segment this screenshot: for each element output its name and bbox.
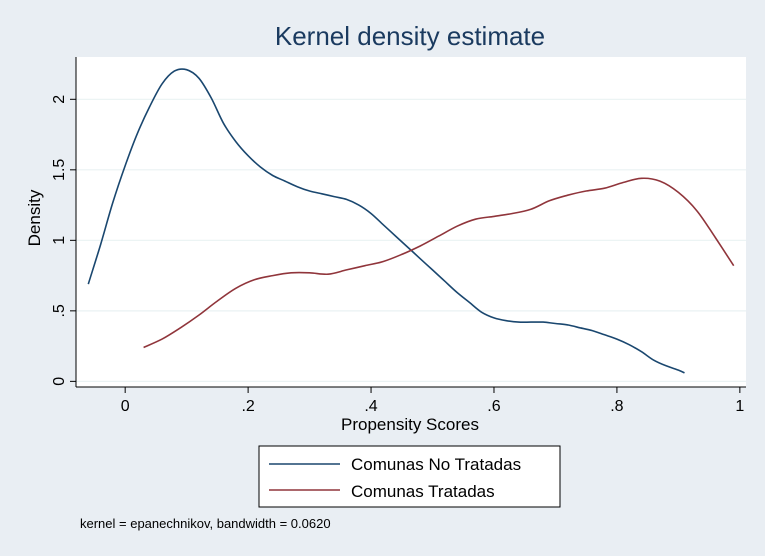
legend-box <box>258 445 561 508</box>
x-tick-label: 0 <box>121 398 130 415</box>
series-line-tratadas <box>143 177 735 349</box>
x-tick-label: 1 <box>735 398 744 415</box>
x-tick-label: .2 <box>241 398 254 415</box>
x-tick-label: .4 <box>364 398 377 415</box>
y-tick-label: 1.5 <box>51 159 68 181</box>
series-layer <box>87 68 735 374</box>
series-line-no-tratadas <box>87 68 685 374</box>
grid-lines <box>76 98 746 382</box>
plot-area <box>76 57 746 387</box>
x-tick-label: .8 <box>610 398 623 415</box>
kernel-note: kernel = epanechnikov, bandwidth = 0.062… <box>80 516 331 531</box>
y-tick-label: 1 <box>51 236 68 245</box>
chart-title: Kernel density estimate <box>275 21 545 51</box>
legend-label-tratadas: Comunas Tratadas <box>351 482 495 501</box>
y-tick-label: 0 <box>51 377 68 386</box>
axes: 0 .5 1 1.5 2 0 .2 .4 .6 .8 1 <box>51 57 746 415</box>
legend-label-no-tratadas: Comunas No Tratadas <box>351 455 521 474</box>
y-tick-label: .5 <box>51 304 68 317</box>
y-axis-title: Density <box>25 189 44 246</box>
x-tick-label: .6 <box>487 398 500 415</box>
y-tick-label: 2 <box>51 95 68 104</box>
x-axis-title: Propensity Scores <box>341 415 479 434</box>
legend: Comunas No Tratadas Comunas Tratadas <box>258 445 561 508</box>
